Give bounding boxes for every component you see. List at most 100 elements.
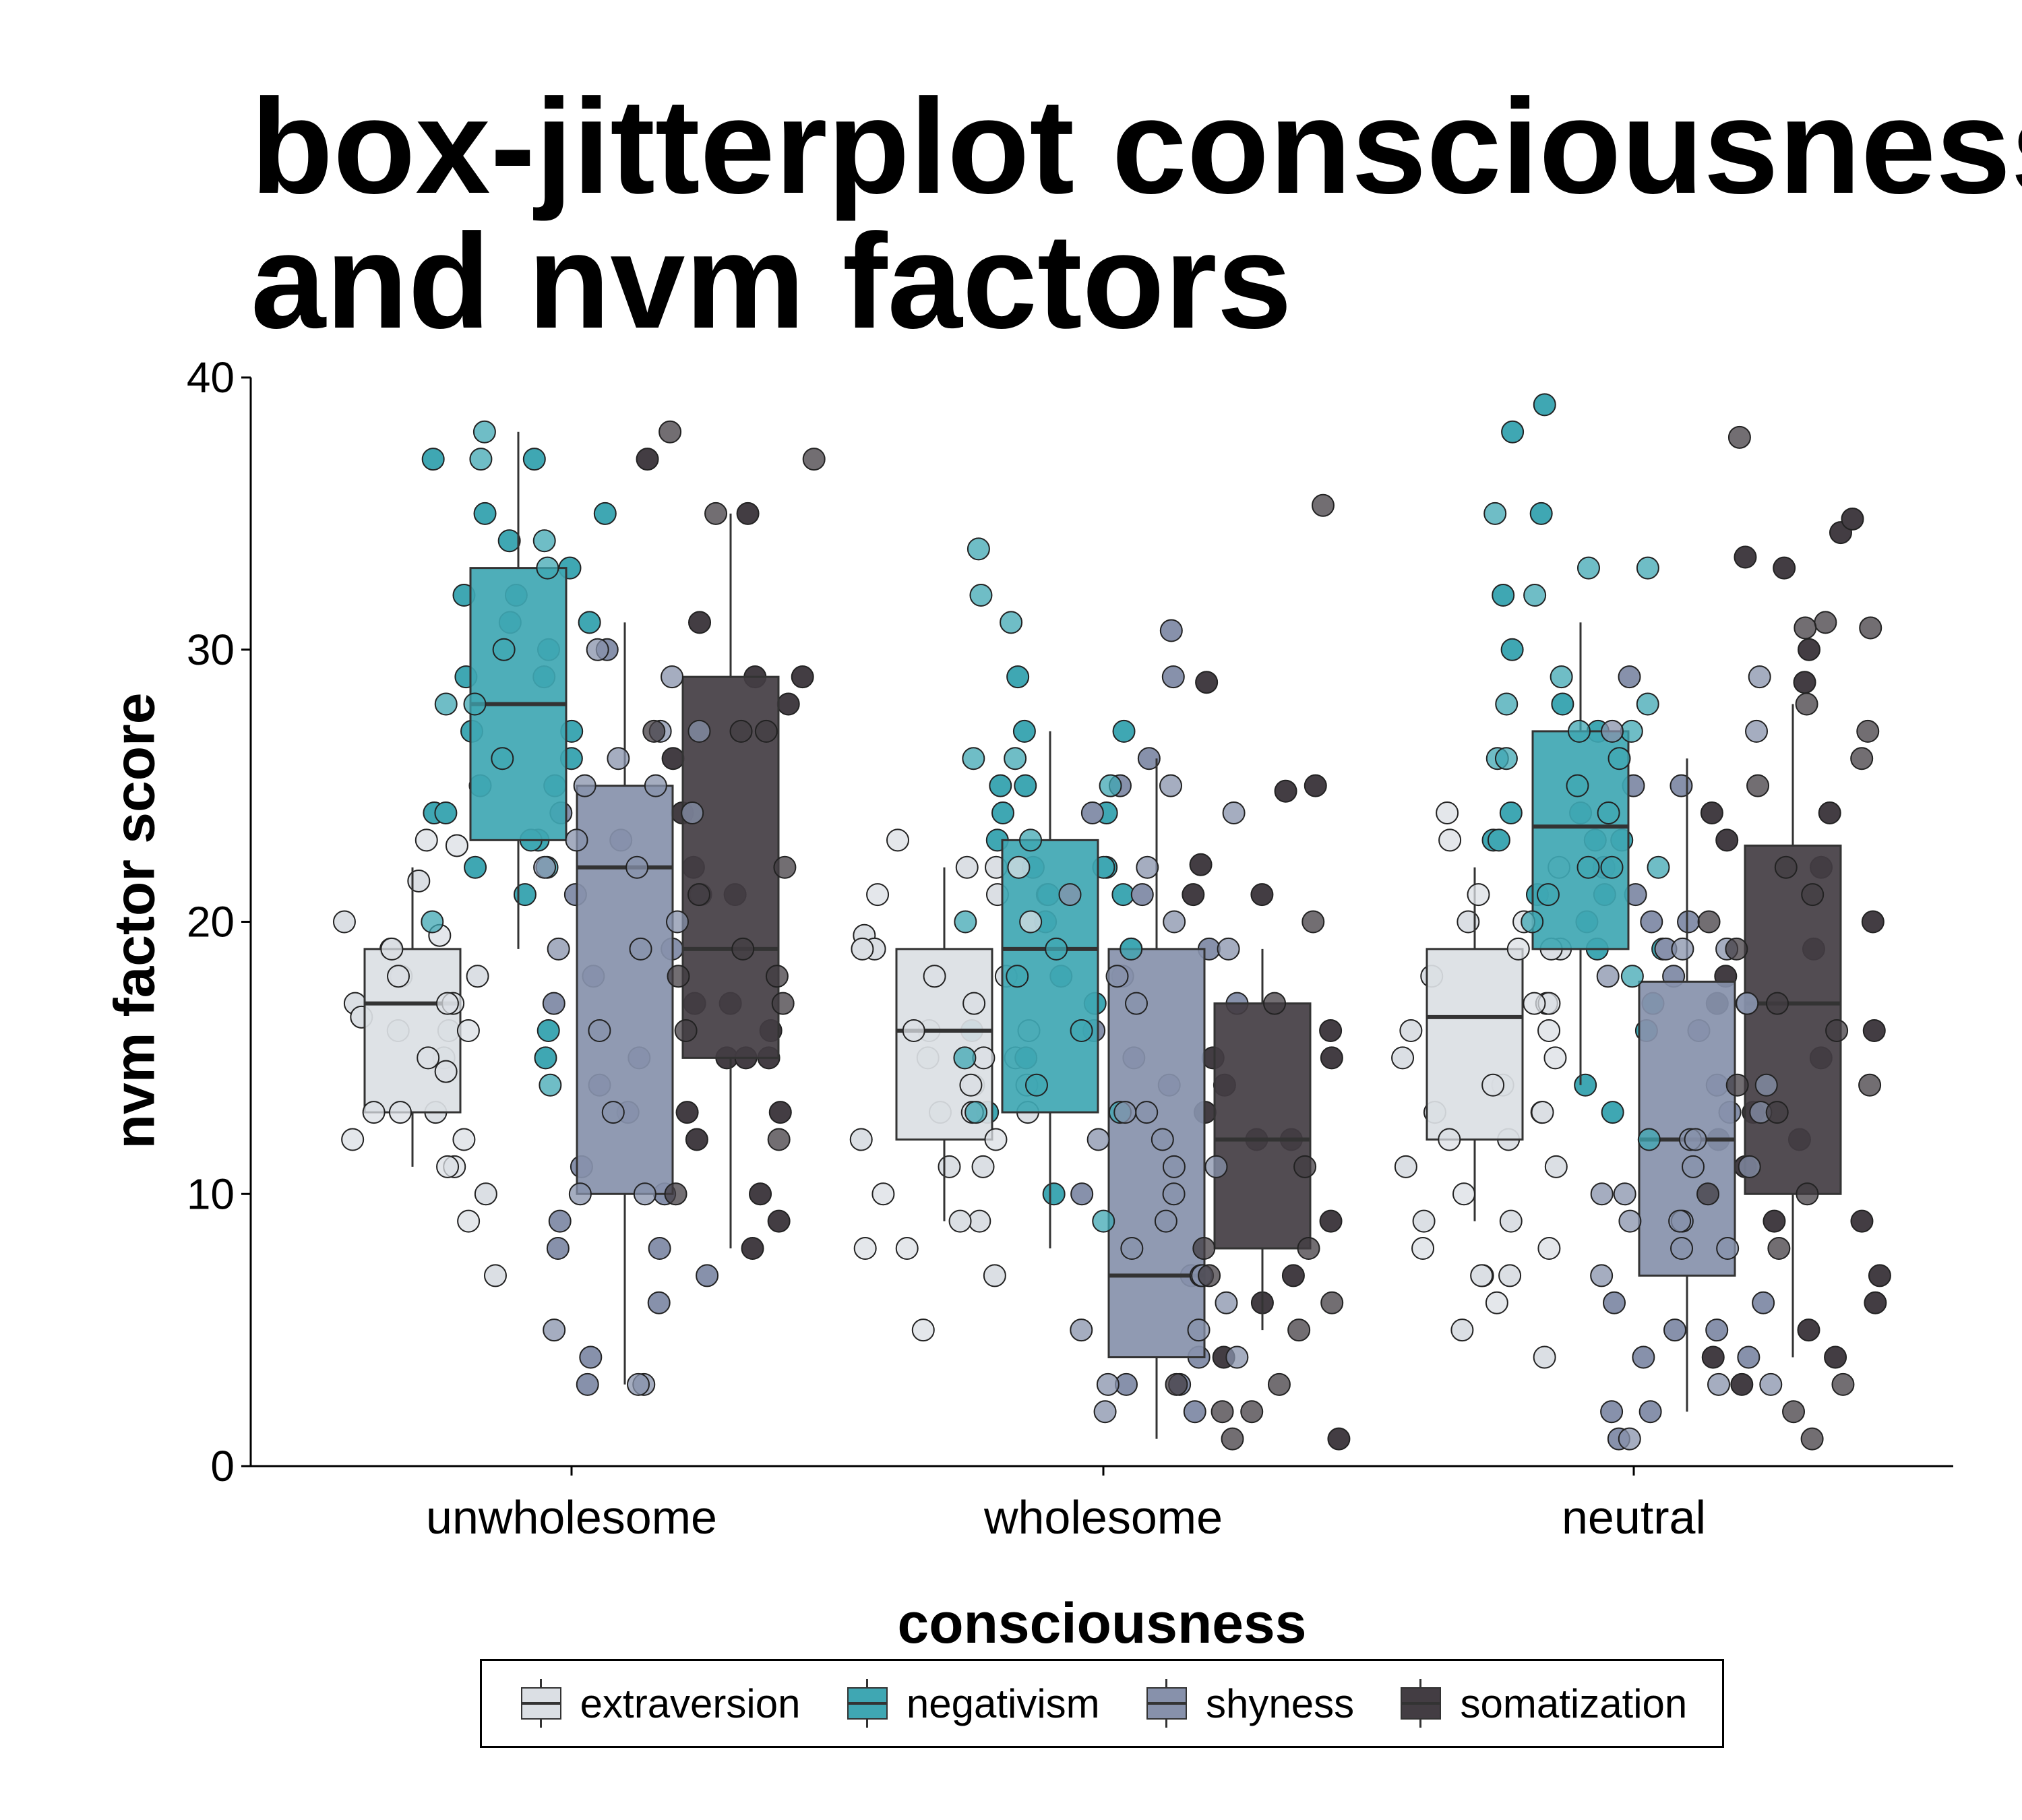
point-somatization-unwholesome-32 [773,855,797,879]
point-shyness-neutral-6 [1596,965,1620,988]
chart-title-line-2: and nvm factors [251,206,1292,357]
point-shyness-wholesome-41 [1154,1209,1177,1233]
point-negativism-unwholesome-35 [534,1046,557,1070]
point-shyness-wholesome-38 [1217,937,1240,961]
point-somatization-unwholesome-2 [661,747,685,770]
point-shyness-neutral-34 [1705,1318,1729,1342]
point-negativism-unwholesome-12 [578,611,601,634]
point-shyness-wholesome-28 [1204,1155,1228,1178]
point-somatization-neutral-26 [1767,1237,1791,1260]
point-negativism-unwholesome-26 [491,747,514,770]
point-extraversion-wholesome-18 [962,992,986,1015]
point-extraversion-neutral-27 [1394,1155,1417,1178]
point-negativism-neutral-14 [1574,1073,1597,1097]
point-negativism-neutral-21 [1529,502,1553,525]
legend-label-shyness: shyness [1206,1680,1355,1726]
point-negativism-neutral-24 [1551,692,1574,716]
point-negativism-neutral-9 [1521,910,1544,934]
point-shyness-neutral-26 [1640,910,1663,934]
point-negativism-neutral-2 [1495,692,1519,716]
point-negativism-neutral-32 [1533,393,1556,417]
point-somatization-wholesome-21 [1240,1400,1264,1424]
point-negativism-wholesome-10 [989,774,1012,797]
y-axis-title: nvm factor score [102,692,166,1149]
point-negativism-neutral-40 [1483,502,1507,525]
chart-title-line-1: box-jitterplot consciousness [251,71,2022,222]
point-negativism-neutral-5 [1597,801,1620,824]
legend-label-extraversion: extraversion [580,1680,801,1726]
point-extraversion-neutral-36 [1470,1264,1494,1287]
point-shyness-neutral-4 [1677,910,1701,934]
point-somatization-neutral-10 [1700,801,1723,824]
point-negativism-neutral-3 [1620,719,1643,743]
point-somatization-wholesome-28 [1250,883,1274,907]
point-negativism-unwholesome-5 [513,883,537,907]
y-tick-label-20: 20 [187,898,235,946]
point-negativism-neutral-1 [1523,584,1547,607]
point-shyness-neutral-35 [1632,1345,1655,1369]
point-negativism-unwholesome-21 [434,801,458,824]
point-negativism-neutral-28 [1576,855,1600,879]
point-shyness-neutral-19 [1737,1345,1760,1369]
point-negativism-neutral-37 [1487,828,1510,852]
point-shyness-unwholesome-8 [666,910,690,934]
point-somatization-neutral-15 [1725,937,1748,961]
point-somatization-neutral-20 [1725,1073,1749,1097]
legend-item-extraversion: extraversion [517,1679,801,1728]
point-shyness-neutral-15 [1716,1237,1740,1260]
point-negativism-wholesome-35 [1019,828,1043,852]
point-somatization-neutral-18 [1825,1019,1849,1042]
legend-item-somatization: somatization [1397,1679,1687,1728]
point-negativism-wholesome-19 [962,747,985,770]
point-somatization-unwholesome-8 [736,502,760,525]
legend-key-shyness [1142,1679,1191,1728]
point-somatization-unwholesome-26 [642,719,666,743]
point-somatization-wholesome-29 [1320,1046,1343,1070]
point-somatization-unwholesome-29 [675,1101,699,1124]
point-negativism-unwholesome-34 [537,1019,560,1042]
point-shyness-unwholesome-5 [546,1237,570,1260]
point-somatization-unwholesome-0 [802,448,826,471]
point-negativism-neutral-26 [1566,774,1589,797]
box-somatization-wholesome [1213,1002,1312,1250]
point-extraversion-wholesome-26 [1007,855,1031,879]
point-extraversion-wholesome-7 [938,1155,961,1178]
point-extraversion-wholesome-2 [886,828,909,852]
point-shyness-wholesome-33 [1159,619,1183,642]
point-negativism-neutral-41 [1600,855,1624,879]
point-shyness-wholesome-0 [1161,665,1185,689]
point-shyness-neutral-1 [1745,719,1769,743]
point-shyness-wholesome-29 [1162,1182,1186,1206]
point-extraversion-wholesome-33 [959,1073,983,1097]
point-extraversion-unwholesome-12 [362,1101,386,1124]
point-extraversion-neutral-6 [1544,1155,1568,1178]
box-extraversion-neutral [1426,948,1524,1141]
legend-label-negativism: negativism [906,1680,1100,1726]
point-extraversion-neutral-23 [1452,1182,1476,1206]
point-shyness-wholesome-3 [1105,965,1129,988]
point-extraversion-wholesome-25 [923,965,946,988]
point-negativism-neutral-38 [1494,747,1518,770]
point-somatization-unwholesome-34 [687,883,711,907]
point-somatization-wholesome-24 [1221,1427,1244,1451]
point-somatization-unwholesome-20 [754,719,778,743]
point-somatization-neutral-5 [1814,611,1837,634]
point-shyness-unwholesome-31 [607,747,630,770]
point-shyness-unwholesome-27 [647,1291,671,1314]
point-somatization-neutral-46 [1861,910,1885,934]
point-extraversion-wholesome-9 [895,1237,919,1260]
point-shyness-neutral-33 [1670,1237,1694,1260]
point-extraversion-neutral-34 [1531,1101,1554,1124]
point-somatization-neutral-37 [1818,801,1841,824]
y-tick-label-10: 10 [187,1170,235,1218]
point-negativism-unwholesome-32 [464,855,487,879]
box-shyness-wholesome [1107,948,1206,1358]
point-somatization-wholesome-25 [1281,1264,1305,1287]
point-negativism-neutral-33 [1636,692,1659,716]
point-somatization-unwholesome-9 [729,719,753,743]
point-negativism-wholesome-7 [953,1046,977,1070]
point-shyness-unwholesome-21 [565,828,588,852]
point-extraversion-neutral-16 [1399,1019,1423,1042]
point-somatization-unwholesome-28 [664,1182,687,1206]
point-shyness-neutral-21 [1600,1400,1624,1424]
